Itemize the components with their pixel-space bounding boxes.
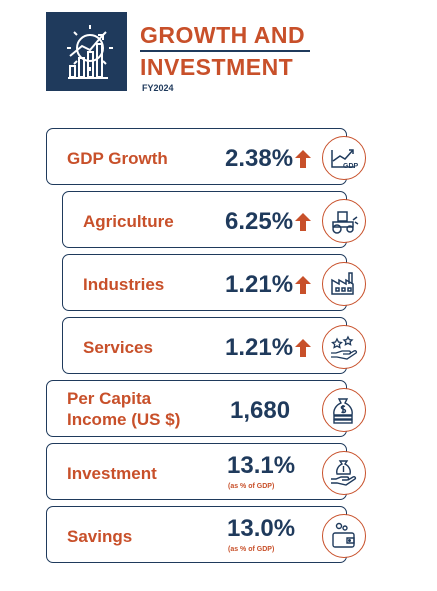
metric-card-per-capita-income: Per Capita Income (US $) 1,680: [46, 380, 347, 437]
title-divider: [140, 50, 310, 52]
metric-card-savings: Savings 13.0% (as % of GDP): [46, 506, 347, 563]
logo: [46, 12, 127, 91]
gdp-icon-text: GDP: [343, 163, 359, 170]
title-line-1: GROWTH AND: [140, 22, 306, 48]
metric-value: 1.21%: [225, 334, 294, 361]
metric-label-line-1: Per Capita: [67, 389, 152, 408]
arrow-up-icon: [295, 213, 311, 231]
factory-icon: [322, 262, 366, 306]
gear-growth-bars-icon: [67, 25, 113, 79]
metric-label-line-2: Income (US $): [67, 410, 181, 429]
metric-value: 1,680: [230, 397, 291, 424]
arrow-up-icon: [295, 339, 311, 357]
metric-card-services: Services 1.21%: [62, 317, 347, 374]
metric-label: Investment: [67, 464, 157, 483]
metric-label: Services: [83, 338, 153, 357]
metric-card-gdp-growth: GDP Growth 2.38%: [46, 128, 347, 185]
metric-label: GDP Growth: [67, 149, 168, 168]
metric-label: Agriculture: [83, 212, 174, 231]
gdp-chart-icon: GDP: [322, 136, 366, 180]
fiscal-year: FY2024: [142, 83, 174, 93]
metric-card-agriculture: Agriculture 6.25%: [62, 191, 347, 248]
metric-card-investment: Investment 13.1% (as % of GDP): [46, 443, 347, 500]
metric-value: 13.1%: [227, 452, 296, 479]
metric-value: 6.25%: [225, 208, 294, 235]
tractor-icon: [322, 199, 366, 243]
metric-label: Savings: [67, 527, 133, 546]
page-title: GROWTH AND INVESTMENT: [140, 22, 310, 81]
metric-value: 2.38%: [225, 145, 294, 172]
money-bag-hand-icon: [322, 451, 366, 495]
metric-note: (as % of GDP): [228, 546, 275, 553]
wallet-coins-icon: [322, 514, 366, 558]
metric-value: 13.0%: [227, 515, 296, 542]
money-bag-dollar-icon: [322, 388, 366, 432]
metric-label: Industries: [83, 275, 165, 294]
hand-stars-icon: [322, 325, 366, 369]
title-line-2: INVESTMENT: [140, 54, 294, 80]
metric-value: 1.21%: [225, 271, 294, 298]
metric-note: (as % of GDP): [228, 483, 275, 490]
metric-card-industries: Industries 1.21%: [62, 254, 347, 311]
arrow-up-icon: [295, 150, 311, 168]
arrow-up-icon: [295, 276, 311, 294]
